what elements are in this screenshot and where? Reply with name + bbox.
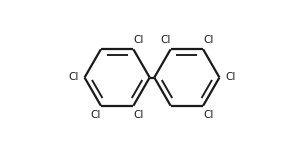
Text: Cl: Cl [134, 35, 144, 45]
Text: Cl: Cl [203, 110, 214, 120]
Text: Cl: Cl [134, 110, 144, 120]
Text: Cl: Cl [203, 35, 214, 45]
Text: Cl: Cl [68, 73, 79, 82]
Text: Cl: Cl [160, 35, 170, 45]
Text: Cl: Cl [225, 73, 236, 82]
Text: Cl: Cl [90, 110, 101, 120]
